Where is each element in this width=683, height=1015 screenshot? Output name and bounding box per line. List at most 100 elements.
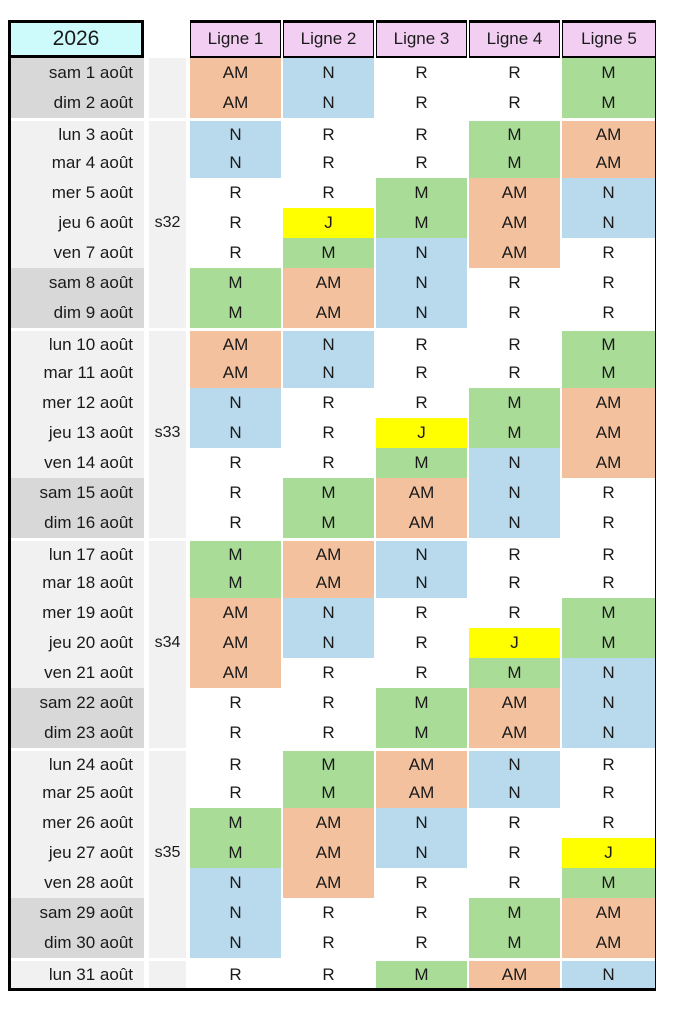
shift-cell[interactable]: N — [376, 838, 467, 868]
shift-cell[interactable]: M — [469, 658, 560, 688]
shift-cell[interactable]: N — [283, 58, 374, 88]
date-cell[interactable]: dim 16 août — [11, 508, 144, 538]
week-label-cell[interactable]: s33 — [149, 418, 186, 448]
shift-cell[interactable]: AM — [562, 898, 655, 928]
date-cell[interactable]: sam 15 août — [11, 478, 144, 508]
shift-cell[interactable]: R — [190, 508, 281, 538]
shift-cell[interactable]: M — [376, 448, 467, 478]
week-label-cell[interactable] — [149, 868, 186, 898]
shift-cell[interactable]: M — [469, 148, 560, 178]
shift-cell[interactable]: R — [190, 208, 281, 238]
shift-cell[interactable]: R — [562, 568, 655, 598]
week-label-cell[interactable] — [149, 298, 186, 328]
shift-cell[interactable]: N — [283, 598, 374, 628]
shift-cell[interactable]: M — [190, 298, 281, 328]
shift-cell[interactable]: AM — [190, 88, 281, 118]
shift-cell[interactable]: R — [376, 118, 467, 148]
date-cell[interactable]: sam 1 août — [11, 58, 144, 88]
shift-cell[interactable]: M — [376, 208, 467, 238]
shift-cell[interactable]: R — [190, 718, 281, 748]
date-cell[interactable]: mer 12 août — [11, 388, 144, 418]
week-label-cell[interactable] — [149, 808, 186, 838]
shift-cell[interactable]: AM — [562, 448, 655, 478]
shift-cell[interactable]: R — [283, 658, 374, 688]
date-cell[interactable]: sam 22 août — [11, 688, 144, 718]
shift-cell[interactable]: AM — [469, 958, 560, 988]
shift-cell[interactable]: N — [190, 868, 281, 898]
shift-cell[interactable]: R — [469, 538, 560, 568]
shift-cell[interactable]: M — [562, 88, 655, 118]
week-label-cell[interactable] — [149, 778, 186, 808]
shift-cell[interactable]: M — [376, 718, 467, 748]
date-cell[interactable]: mer 5 août — [11, 178, 144, 208]
week-label-cell[interactable] — [149, 388, 186, 418]
shift-cell[interactable]: N — [562, 958, 655, 988]
date-cell[interactable]: lun 10 août — [11, 328, 144, 358]
shift-cell[interactable]: R — [376, 658, 467, 688]
shift-cell[interactable]: M — [283, 478, 374, 508]
week-label-cell[interactable] — [149, 748, 186, 778]
shift-cell[interactable]: AM — [469, 208, 560, 238]
shift-cell[interactable]: AM — [562, 148, 655, 178]
shift-cell[interactable]: M — [562, 628, 655, 658]
shift-cell[interactable]: R — [376, 148, 467, 178]
shift-cell[interactable]: R — [469, 328, 560, 358]
week-label-cell[interactable] — [149, 178, 186, 208]
column-header-ligne-2[interactable]: Ligne 2 — [283, 20, 374, 58]
shift-cell[interactable]: R — [283, 898, 374, 928]
shift-cell[interactable]: N — [562, 658, 655, 688]
shift-cell[interactable]: R — [469, 298, 560, 328]
shift-cell[interactable]: AM — [376, 748, 467, 778]
shift-cell[interactable]: M — [469, 928, 560, 958]
shift-cell[interactable]: AM — [190, 628, 281, 658]
shift-cell[interactable]: R — [283, 958, 374, 988]
shift-cell[interactable]: M — [562, 358, 655, 388]
shift-cell[interactable]: N — [562, 718, 655, 748]
shift-cell[interactable]: R — [469, 358, 560, 388]
shift-cell[interactable]: R — [562, 538, 655, 568]
shift-cell[interactable]: AM — [376, 478, 467, 508]
shift-cell[interactable]: R — [190, 778, 281, 808]
shift-cell[interactable]: N — [469, 508, 560, 538]
shift-cell[interactable]: R — [562, 478, 655, 508]
week-label-cell[interactable] — [149, 448, 186, 478]
shift-cell[interactable]: N — [376, 268, 467, 298]
shift-cell[interactable]: AM — [190, 358, 281, 388]
shift-cell[interactable]: M — [190, 268, 281, 298]
shift-cell[interactable]: AM — [283, 298, 374, 328]
week-label-cell[interactable] — [149, 508, 186, 538]
week-label-cell[interactable] — [149, 268, 186, 298]
shift-cell[interactable]: R — [376, 868, 467, 898]
shift-cell[interactable]: R — [562, 508, 655, 538]
shift-cell[interactable]: N — [283, 358, 374, 388]
date-cell[interactable]: ven 28 août — [11, 868, 144, 898]
shift-cell[interactable]: R — [190, 238, 281, 268]
date-cell[interactable]: mar 18 août — [11, 568, 144, 598]
week-label-cell[interactable] — [149, 358, 186, 388]
date-cell[interactable]: jeu 20 août — [11, 628, 144, 658]
shift-cell[interactable]: R — [469, 568, 560, 598]
shift-cell[interactable]: R — [283, 418, 374, 448]
date-cell[interactable]: dim 30 août — [11, 928, 144, 958]
shift-cell[interactable]: AM — [562, 418, 655, 448]
shift-cell[interactable]: M — [283, 778, 374, 808]
shift-cell[interactable]: N — [283, 88, 374, 118]
shift-cell[interactable]: M — [376, 688, 467, 718]
shift-cell[interactable]: N — [283, 328, 374, 358]
shift-cell[interactable]: M — [190, 538, 281, 568]
shift-cell[interactable]: AM — [376, 778, 467, 808]
shift-cell[interactable]: R — [562, 778, 655, 808]
shift-cell[interactable]: M — [283, 748, 374, 778]
shift-cell[interactable]: R — [190, 478, 281, 508]
shift-cell[interactable]: M — [190, 808, 281, 838]
shift-cell[interactable]: J — [376, 418, 467, 448]
shift-cell[interactable]: N — [190, 388, 281, 418]
shift-cell[interactable]: AM — [469, 688, 560, 718]
shift-cell[interactable]: N — [190, 148, 281, 178]
shift-cell[interactable]: N — [562, 178, 655, 208]
shift-cell[interactable]: N — [469, 778, 560, 808]
shift-cell[interactable]: M — [469, 898, 560, 928]
shift-cell[interactable]: M — [469, 388, 560, 418]
shift-cell[interactable]: R — [283, 448, 374, 478]
shift-cell[interactable]: R — [469, 268, 560, 298]
